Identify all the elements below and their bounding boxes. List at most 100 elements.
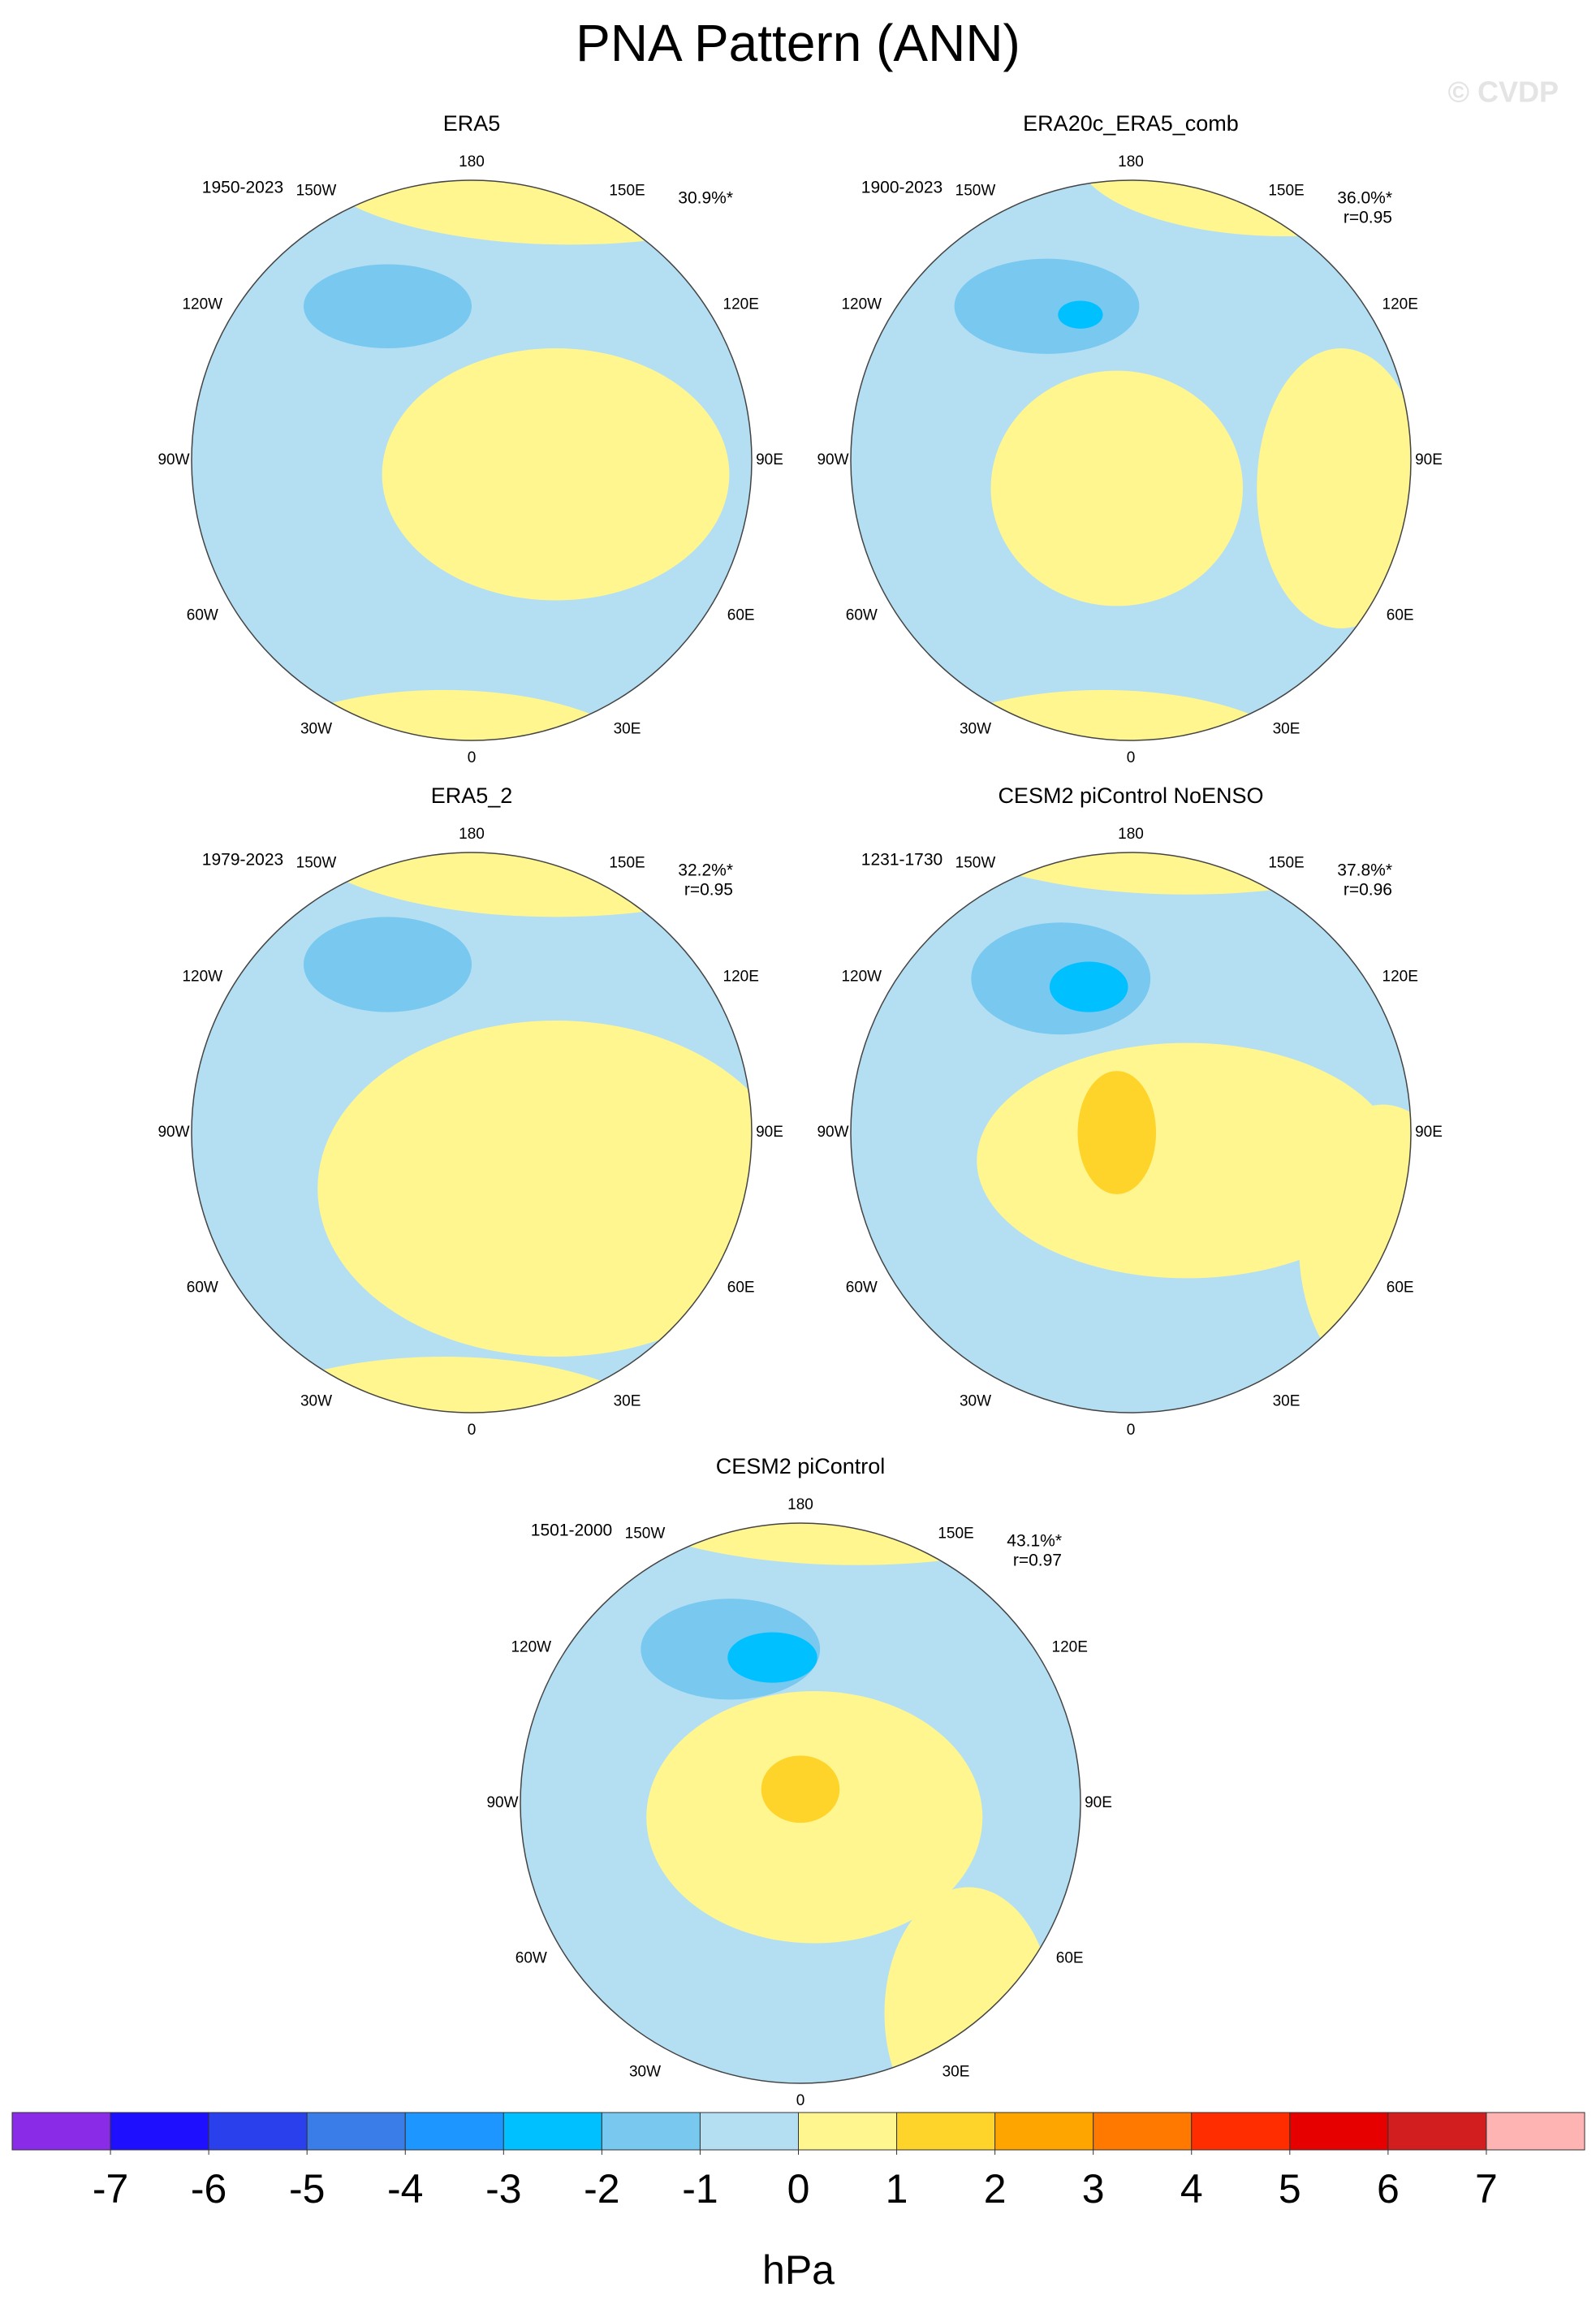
longitude-label: 60E	[1387, 1280, 1414, 1297]
longitude-label: 90W	[817, 451, 848, 468]
negative-region	[304, 917, 472, 1012]
longitude-label: 150W	[625, 1525, 666, 1542]
positive-region	[317, 1021, 752, 1357]
longitude-label: 30W	[300, 721, 332, 738]
longitude-label: 180	[459, 153, 485, 170]
longitude-label: 120E	[1382, 296, 1418, 313]
longitude-label: 150E	[609, 182, 645, 199]
longitude-label: 180	[1118, 153, 1144, 170]
variance: 32.2%*	[678, 861, 733, 880]
longitude-label: 90W	[817, 1124, 848, 1141]
correlation: r=0.96	[1344, 881, 1392, 900]
colorbar-tick-label: -3	[485, 2166, 521, 2212]
negative-region	[954, 258, 1140, 354]
colorbar-box	[994, 2112, 1094, 2151]
longitude-label: 0	[1127, 1422, 1136, 1439]
longitude-label: 90W	[157, 1124, 189, 1141]
colorbar-tick-label: -6	[191, 2166, 226, 2212]
correlation: r=0.95	[1344, 209, 1392, 227]
positive-region	[382, 348, 730, 601]
longitude-label: 90E	[756, 451, 783, 468]
positive-region	[289, 852, 752, 917]
correlation: r=0.95	[684, 881, 733, 900]
longitude-label: 120W	[841, 969, 882, 986]
colorbar-box	[1191, 2112, 1291, 2151]
colorbar-tick-label: -7	[93, 2166, 128, 2212]
longitude-label: 60E	[1387, 607, 1414, 624]
colorbar-box	[1289, 2112, 1389, 2151]
longitude-label: 30W	[629, 2064, 661, 2081]
longitude-label: 60W	[846, 607, 878, 624]
longitude-label: 30E	[614, 721, 641, 738]
longitude-label: 60E	[1056, 1950, 1084, 1967]
colorbar-tick-label: -5	[289, 2166, 325, 2212]
positive-region	[233, 689, 654, 740]
variance: 36.0%*	[1337, 189, 1392, 208]
colorbar-tick-label: 3	[1082, 2166, 1105, 2212]
panel-title: ERA20c_ERA5_comb	[1023, 111, 1239, 136]
colorbar-box	[503, 2112, 602, 2151]
longitude-label: 60E	[727, 607, 755, 624]
longitude-label: 30E	[1273, 1393, 1301, 1410]
longitude-label: 60W	[515, 1950, 547, 1967]
longitude-label: 30W	[960, 721, 991, 738]
colorbar-box	[798, 2112, 898, 2151]
map-border	[520, 1522, 1081, 2084]
longitude-label: 60W	[187, 607, 218, 624]
panel-title: CESM2 piControl	[716, 1454, 886, 1478]
period: 1501-2000	[531, 1521, 612, 1540]
longitude-label: 120E	[723, 969, 759, 986]
negative-region	[304, 264, 472, 348]
colorbar-tick-label: -1	[682, 2166, 718, 2212]
longitude-label: 0	[1127, 749, 1136, 766]
longitude-label: 120W	[182, 969, 222, 986]
colorbar-tick-label: 2	[984, 2166, 1007, 2212]
longitude-label: 180	[1118, 826, 1144, 843]
map	[520, 1523, 1081, 2083]
map	[851, 852, 1411, 1413]
longitude-label: 0	[468, 749, 477, 766]
colorbar-tick-label: 7	[1475, 2166, 1498, 2212]
colorbar-box	[1486, 2112, 1585, 2151]
colorbar-unit: hPa	[762, 2247, 835, 2293]
longitude-label: 180	[787, 1496, 813, 1513]
colorbar-tick-label: -4	[387, 2166, 423, 2212]
colorbar-box	[601, 2112, 701, 2151]
positive-region	[884, 1887, 1053, 2083]
longitude-label: 150W	[296, 182, 337, 199]
longitude-label: 60E	[727, 1280, 755, 1297]
map-border	[191, 179, 753, 741]
positive-region	[304, 180, 752, 245]
colorbar-tick-label: 6	[1377, 2166, 1400, 2212]
longitude-label: 0	[468, 1422, 477, 1439]
positive-region	[1299, 1104, 1411, 1385]
longitude-label: 120E	[1052, 1639, 1088, 1656]
panel-title: CESM2 piControl NoENSO	[998, 783, 1263, 808]
longitude-label: 90E	[756, 1124, 783, 1141]
period: 1900-2023	[861, 179, 943, 197]
longitude-label: 30E	[614, 1393, 641, 1410]
colorbar-box	[1093, 2112, 1193, 2151]
colorbar-box	[11, 2112, 111, 2151]
longitude-label: 60W	[846, 1280, 878, 1297]
longitude-label: 30E	[943, 2064, 970, 2081]
longitude-label: 150E	[938, 1525, 973, 1542]
longitude-label: 60W	[187, 1280, 218, 1297]
colorbar-box	[699, 2112, 799, 2151]
variance: 37.8%*	[1337, 861, 1392, 880]
variance: 43.1%*	[1007, 1532, 1062, 1551]
longitude-label: 120W	[841, 296, 882, 313]
period: 1950-2023	[202, 179, 283, 197]
colorbar-tick-label: 0	[787, 2166, 810, 2212]
longitude-label: 30W	[960, 1393, 991, 1410]
colorbar-tick-label: 1	[886, 2166, 908, 2212]
watermark: © CVDP	[1447, 76, 1559, 109]
map	[192, 180, 752, 740]
longitude-label: 30E	[1273, 721, 1301, 738]
map	[851, 180, 1411, 740]
figure-title: PNA Pattern (ANN)	[576, 14, 1020, 72]
longitude-label: 150E	[1268, 182, 1304, 199]
longitude-label: 150W	[955, 182, 996, 199]
longitude-label: 150W	[955, 854, 996, 871]
